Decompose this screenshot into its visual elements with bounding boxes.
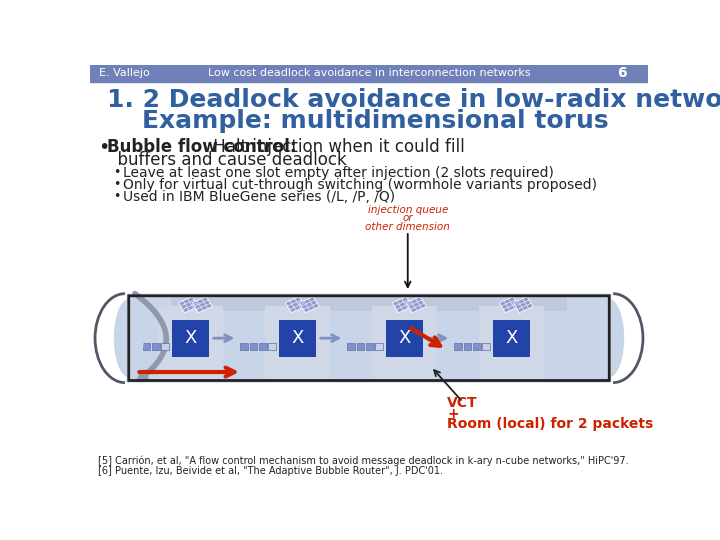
Text: [5] Carrión, et al, "A flow control mechanism to avoid message deadlock in k-ary: [5] Carrión, et al, "A flow control mech… (98, 456, 629, 467)
Bar (171, 296, 567, 311)
Bar (482, 343, 490, 350)
Bar (259, 343, 266, 350)
Bar (464, 343, 472, 350)
Bar (158, 306, 223, 381)
Polygon shape (300, 296, 320, 313)
Bar (366, 343, 374, 350)
Text: X: X (505, 329, 518, 347)
Text: 6: 6 (617, 66, 626, 80)
Text: or: or (402, 213, 413, 224)
Text: Example: multidimensional torus: Example: multidimensional torus (107, 109, 608, 133)
Ellipse shape (594, 299, 624, 377)
Bar (454, 343, 462, 350)
Polygon shape (406, 296, 426, 313)
Text: •: • (98, 138, 109, 157)
Bar (493, 320, 530, 356)
Text: 1. 2 Deadlock avoidance in low-radix networks: 1. 2 Deadlock avoidance in low-radix net… (107, 88, 720, 112)
Bar (473, 343, 481, 350)
Bar (347, 343, 355, 350)
Bar (279, 320, 316, 356)
Polygon shape (179, 296, 199, 313)
Text: buffers and cause deadlock: buffers and cause deadlock (107, 151, 347, 169)
FancyBboxPatch shape (127, 294, 611, 383)
Text: VCT: VCT (447, 396, 478, 410)
Text: •: • (113, 178, 121, 191)
Bar (240, 343, 248, 350)
Text: X: X (292, 329, 304, 347)
Text: Halt injection when it could fill: Halt injection when it could fill (208, 138, 464, 156)
Text: Bubble flow control:: Bubble flow control: (107, 138, 297, 156)
Bar (386, 320, 423, 356)
Bar (172, 320, 210, 356)
Text: Leave at least one slot empty after injection (2 slots required): Leave at least one slot empty after inje… (122, 166, 554, 180)
Bar (152, 343, 160, 350)
Text: Room (local) for 2 packets: Room (local) for 2 packets (447, 417, 654, 431)
Text: [6] Puente, Izu, Beivide et al, "The Adaptive Bubble Router", J. PDC'01.: [6] Puente, Izu, Beivide et al, "The Ada… (98, 466, 443, 476)
Bar (265, 306, 330, 381)
Bar (133, 343, 141, 350)
Text: other dimension: other dimension (365, 222, 450, 232)
Text: Used in IBM BlueGene series (/L, /P, /Q): Used in IBM BlueGene series (/L, /P, /Q) (122, 190, 395, 204)
Text: E. Vallejo: E. Vallejo (99, 68, 150, 78)
Bar (269, 343, 276, 350)
Polygon shape (392, 296, 413, 313)
Polygon shape (192, 296, 212, 313)
Bar (356, 343, 364, 350)
Bar (161, 343, 169, 350)
Text: Only for virtual cut-through switching (wormhole variants proposed): Only for virtual cut-through switching (… (122, 178, 597, 192)
Text: Low cost deadlock avoidance in interconnection networks: Low cost deadlock avoidance in interconn… (207, 68, 531, 78)
Bar (250, 343, 258, 350)
Bar (375, 343, 383, 350)
Polygon shape (285, 296, 305, 313)
Bar (143, 343, 150, 350)
Text: X: X (398, 329, 411, 347)
Polygon shape (513, 296, 534, 313)
Text: •: • (113, 166, 121, 179)
Bar (479, 306, 544, 381)
Text: •: • (113, 190, 121, 202)
Polygon shape (499, 296, 519, 313)
Bar (372, 306, 437, 381)
Bar (90, 65, 648, 82)
Text: +: + (447, 407, 459, 421)
Text: X: X (184, 329, 197, 347)
Ellipse shape (114, 299, 144, 377)
Text: injection queue: injection queue (368, 205, 448, 215)
